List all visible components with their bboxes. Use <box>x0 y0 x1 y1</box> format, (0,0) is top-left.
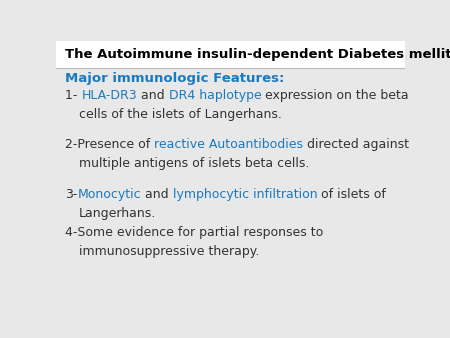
Text: expression on the beta: expression on the beta <box>261 89 409 102</box>
Text: Monocytic: Monocytic <box>77 188 141 200</box>
Text: of islets of: of islets of <box>317 188 386 200</box>
Text: Langerhans.: Langerhans. <box>79 207 156 219</box>
Text: and: and <box>141 188 173 200</box>
Text: 3-: 3- <box>65 188 77 200</box>
Text: The Autoimmune insulin-dependent Diabetes mellitus:: The Autoimmune insulin-dependent Diabete… <box>65 48 450 62</box>
Text: immunosuppressive therapy.: immunosuppressive therapy. <box>79 244 259 258</box>
Text: Major immunologic Features:: Major immunologic Features: <box>65 72 284 85</box>
Text: 1-: 1- <box>65 89 81 102</box>
Text: lymphocytic infiltration: lymphocytic infiltration <box>173 188 317 200</box>
Text: DR4 haplotype: DR4 haplotype <box>169 89 261 102</box>
Text: 4-Some evidence for partial responses to: 4-Some evidence for partial responses to <box>65 225 323 239</box>
Text: HLA-DR3: HLA-DR3 <box>81 89 137 102</box>
Text: reactive Autoantibodies: reactive Autoantibodies <box>154 138 303 151</box>
Text: directed against: directed against <box>303 138 409 151</box>
Text: and: and <box>137 89 169 102</box>
Text: cells of the islets of Langerhans.: cells of the islets of Langerhans. <box>79 108 282 121</box>
Text: 2-Presence of: 2-Presence of <box>65 138 154 151</box>
FancyBboxPatch shape <box>56 41 405 68</box>
Text: multiple antigens of islets beta cells.: multiple antigens of islets beta cells. <box>79 157 309 170</box>
